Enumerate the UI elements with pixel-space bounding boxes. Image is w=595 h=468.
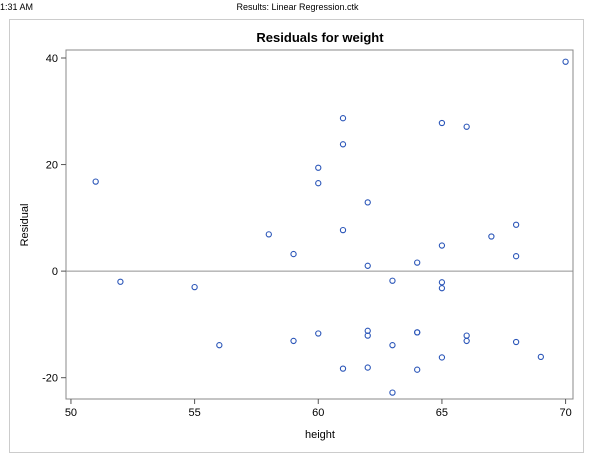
data-point bbox=[290, 250, 297, 258]
data-point bbox=[364, 364, 371, 371]
x-tick-label: 55 bbox=[188, 407, 200, 419]
data-point bbox=[438, 242, 446, 249]
x-tick-label: 65 bbox=[436, 407, 448, 419]
x-axis-label: height bbox=[305, 429, 335, 441]
data-point bbox=[339, 365, 347, 372]
data-point bbox=[92, 178, 99, 185]
data-point bbox=[290, 337, 297, 345]
data-point bbox=[438, 285, 446, 292]
data-point bbox=[315, 180, 322, 187]
data-point bbox=[512, 221, 520, 228]
data-point bbox=[512, 253, 520, 260]
x-tick-label: 70 bbox=[559, 407, 571, 419]
x-tick-label: 60 bbox=[312, 407, 324, 419]
data-point bbox=[389, 342, 396, 349]
data-point bbox=[389, 277, 396, 284]
y-tick-label: 0 bbox=[52, 266, 58, 278]
data-point bbox=[191, 283, 198, 291]
data-point bbox=[414, 366, 421, 373]
data-point bbox=[339, 226, 347, 234]
data-point bbox=[315, 330, 322, 337]
data-point bbox=[512, 338, 520, 346]
x-axis: 50 55 60 65 70 bbox=[65, 399, 572, 419]
scatter-points bbox=[92, 58, 569, 396]
data-point bbox=[339, 115, 347, 122]
data-point bbox=[463, 337, 470, 345]
y-axis-label: Residual bbox=[19, 204, 31, 247]
data-point bbox=[438, 279, 446, 286]
data-point bbox=[438, 354, 446, 361]
data-point bbox=[463, 123, 470, 130]
data-point bbox=[537, 353, 544, 361]
chart-title: Residuals for weight bbox=[256, 30, 384, 45]
y-axis: -20 0 20 40 bbox=[42, 53, 66, 385]
data-point bbox=[364, 332, 371, 339]
y-tick-label: -20 bbox=[42, 373, 58, 385]
document-title: Results: Linear Regression.ctk bbox=[236, 2, 359, 12]
data-point bbox=[265, 231, 272, 238]
data-point bbox=[315, 164, 322, 171]
data-point bbox=[216, 342, 223, 349]
data-point bbox=[488, 233, 495, 240]
data-point bbox=[414, 259, 421, 266]
top-bar: 1:31 AM Results: Linear Regression.ctk bbox=[0, 0, 595, 18]
data-point bbox=[438, 119, 446, 127]
data-point bbox=[117, 278, 124, 285]
data-point bbox=[339, 141, 347, 148]
data-point bbox=[364, 199, 371, 206]
data-point bbox=[389, 389, 396, 396]
data-point bbox=[463, 332, 470, 339]
chart-frame bbox=[9, 19, 584, 453]
plot-area bbox=[65, 49, 574, 400]
y-tick-label: 20 bbox=[46, 160, 58, 172]
x-tick-label: 50 bbox=[65, 407, 77, 419]
data-point bbox=[414, 329, 421, 336]
time-label: 1:31 AM bbox=[0, 2, 34, 12]
data-point bbox=[562, 58, 569, 65]
y-tick-label: 40 bbox=[46, 53, 58, 65]
data-point bbox=[364, 262, 371, 269]
